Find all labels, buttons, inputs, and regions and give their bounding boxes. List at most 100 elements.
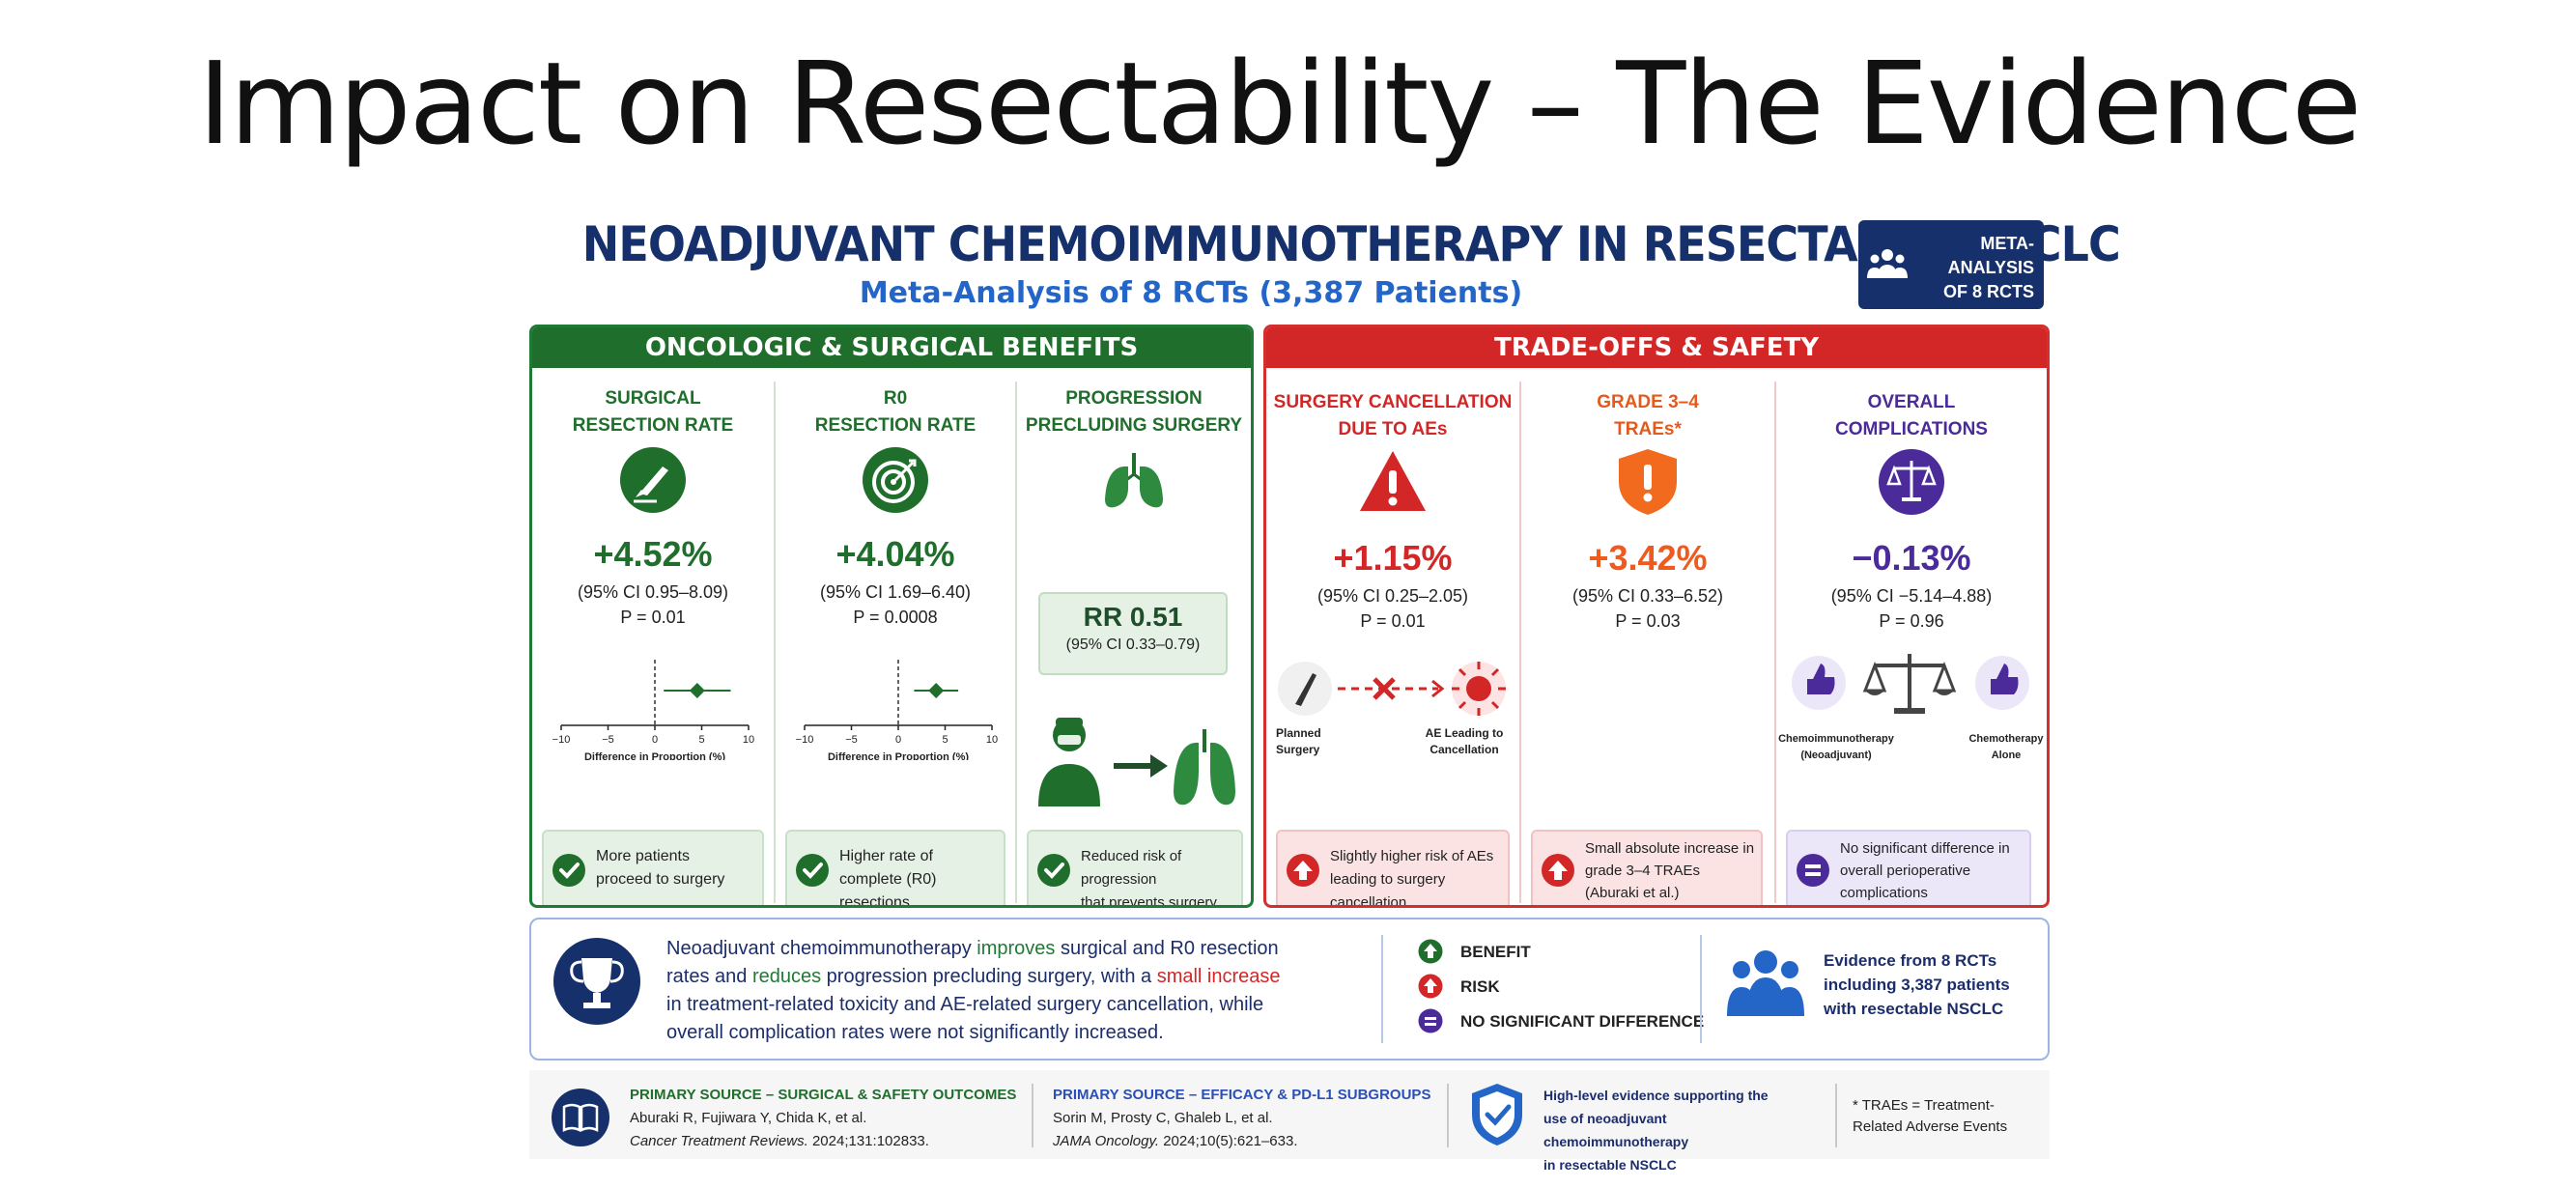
people-group-icon — [1727, 950, 1804, 1016]
evidence-text: Evidence from 8 RCTs including 3,387 pat… — [1824, 951, 2010, 1018]
conclusion-text: Neoadjuvant chemoimmunotherapy improves … — [666, 938, 1281, 1043]
column-title: PROGRESSION PRECLUDING SURGERY — [1025, 388, 1243, 436]
check-circle-icon — [1037, 854, 1070, 887]
divider — [1032, 1084, 1033, 1147]
column-title: SURGERY CANCELLATION DUE TO AEs — [1273, 392, 1513, 439]
p-value: P = 0.01 — [620, 608, 686, 627]
primary-source-2: PRIMARY SOURCE – EFFICACY & PD-L1 SUBGRO… — [1053, 1087, 1431, 1149]
forest-point-estimate — [689, 683, 705, 698]
p-value: P = 0.03 — [1615, 611, 1681, 631]
forest-tick-label: −5 — [845, 734, 858, 746]
surgery-cancellation-column: SURGERY CANCELLATION DUE TO AEs +1.15% (… — [1266, 368, 1519, 905]
warning-icon — [1360, 451, 1426, 511]
effect-value: +4.04% — [835, 534, 955, 574]
equals-icon — [1797, 854, 1829, 887]
badge-line-2: OF 8 RCTS — [1942, 282, 2034, 301]
lungs-icon — [1105, 453, 1163, 508]
risk-ratio-box: RR 0.51 (95% CI 0.33–0.79) — [1038, 592, 1228, 675]
summary-text: Slightly higher risk of AEs leading to s… — [1330, 848, 1494, 908]
p-value: P = 0.96 — [1879, 611, 1944, 631]
forest-tick-label: 10 — [743, 734, 754, 746]
confidence-interval: (95% CI 1.69–6.40) — [819, 582, 972, 602]
confidence-interval: (95% CI 0.95–8.09) — [577, 582, 729, 602]
effect-value: −0.13% — [1852, 538, 1971, 578]
legend-item-risk: RISK — [1418, 970, 1669, 1004]
check-circle-icon — [552, 854, 585, 887]
check-circle-icon — [796, 854, 829, 887]
divider — [1835, 1084, 1837, 1147]
column-title: OVERALL COMPLICATIONS — [1835, 392, 1988, 439]
summary-text: Small absolute increase in grade 3–4 TRA… — [1585, 840, 1755, 901]
risk-ratio-value: RR 0.51 — [1083, 602, 1183, 632]
p-value: P = 0.01 — [1360, 611, 1426, 631]
target-icon — [863, 447, 928, 513]
primary-source-1: PRIMARY SOURCE – SURGICAL & SAFETY OUTCO… — [630, 1087, 1017, 1149]
arrow-up-red-icon — [1418, 974, 1443, 999]
summary-box: Slightly higher risk of AEs leading to s… — [1276, 830, 1510, 908]
balance-scale-icon — [1879, 449, 1944, 515]
forest-tick-label: −10 — [796, 734, 814, 746]
badge-line-3: 3,387 PATIENTS — [1902, 306, 2034, 325]
r0-resection-column: R0 RESECTION RATE +4.04% (95% CI 1.69–6.… — [776, 368, 1015, 905]
summary-text: Reduced risk of progression that prevent… — [1081, 848, 1217, 908]
sources-footer: PRIMARY SOURCE – SURGICAL & SAFETY OUTCO… — [529, 1070, 2050, 1173]
surgery-cancellation-illustration — [1278, 662, 1506, 716]
shield-alert-icon — [1619, 449, 1677, 515]
conclusion-box: Neoadjuvant chemoimmunotherapy improves … — [529, 918, 2050, 1061]
forest-axis-label: Difference in Proportion (%) — [828, 751, 969, 760]
forest-tick-label: −10 — [552, 734, 571, 746]
summary-text: Higher rate of complete (R0) resections — [839, 848, 937, 908]
legend-item-benefit: BENEFIT — [1418, 935, 1669, 970]
divider — [1447, 1084, 1449, 1147]
trae-footnote: * TRAEs = Treatment- Related Adverse Eve… — [1853, 1097, 2008, 1135]
forest-tick-label: 10 — [986, 734, 998, 746]
people-group-icon — [1867, 249, 1908, 278]
forest-point-estimate — [928, 683, 945, 698]
column-divider — [1015, 382, 1017, 903]
infographic-title: NEOADJUVANT CHEMOIMMUNOTHERAPY IN RESECT… — [581, 216, 2121, 272]
benefits-heading: ONCOLOGIC & SURGICAL BENEFITS — [532, 327, 1251, 368]
scalpel-icon — [620, 447, 686, 513]
confidence-interval: (95% CI 0.25–2.05) — [1316, 586, 1469, 606]
meta-analysis-badge: META-ANALYSIS OF 8 RCTS 3,387 PATIENTS — [1858, 220, 2044, 325]
divider — [1700, 935, 1702, 1043]
summary-box: More patients proceed to surgery — [542, 830, 764, 905]
benefits-panel: ONCOLOGIC & SURGICAL BENEFITS SURGICAL R… — [529, 325, 1254, 908]
forest-tick-label: −5 — [602, 734, 614, 746]
forest-tick-label: 5 — [942, 734, 948, 746]
chemoimmunotherapy-label: Chemoimmunotherapy (Neoadjuvant) — [1778, 733, 1894, 761]
trophy-icon — [553, 938, 640, 1025]
forest-axis-label: Difference in Proportion (%) — [584, 751, 725, 760]
surgeon-to-lungs-icon — [1038, 718, 1235, 806]
legend-item-no-difference: NO SIGNIFICANT DIFFERENCE — [1418, 1004, 1704, 1039]
summary-box: Reduced risk of progression that prevent… — [1027, 830, 1243, 908]
effect-value: +3.42% — [1588, 538, 1708, 578]
comparison-scale-illustration — [1792, 654, 2029, 714]
book-icon — [552, 1089, 609, 1146]
grade-3-4-traes-column: GRADE 3–4 TRAEs* +3.42% (95% CI 0.33–6.5… — [1521, 368, 1774, 905]
summary-text: More patients proceed to surgery — [596, 848, 725, 888]
infographic-header: NEOADJUVANT CHEMOIMMUNOTHERAPY IN RESECT… — [529, 203, 2121, 325]
forest-plot: −10 −5 0 5 10 Difference in Proportion (%) — [796, 660, 998, 760]
arrow-up-green-icon — [1418, 939, 1443, 964]
summary-box: Small absolute increase in grade 3–4 TRA… — [1531, 830, 1763, 905]
column-title: GRADE 3–4 TRAEs* — [1597, 392, 1699, 439]
forest-tick-label: 0 — [895, 734, 901, 746]
surgical-resection-column: SURGICAL RESECTION RATE +4.52% (95% CI 0… — [532, 368, 774, 905]
infographic: NEOADJUVANT CHEMOIMMUNOTHERAPY IN RESECT… — [529, 203, 2121, 1173]
forest-tick-label: 5 — [698, 734, 704, 746]
high-level-evidence-text: High-level evidence supporting the use o… — [1543, 1088, 1769, 1173]
column-divider — [1519, 382, 1521, 903]
legend: BENEFIT RISK NO SIGNIFICANT DIFFERENCE — [1418, 935, 1704, 1039]
badge-line-1: META-ANALYSIS — [1947, 234, 2034, 277]
overall-complications-column: OVERALL COMPLICATIONS −0.13% (95% CI −5.… — [1776, 368, 2047, 905]
column-divider — [774, 382, 776, 903]
shield-check-icon — [1472, 1084, 1522, 1146]
slide-title: Impact on Resectability – The Evidence — [198, 37, 2362, 170]
summary-text: No significant difference in overall per… — [1840, 840, 2010, 901]
chemotherapy-alone-label: Chemotherapy Alone — [1968, 733, 2044, 761]
forest-plot: −10 −5 0 5 10 Difference in Proportion (%) — [552, 660, 754, 760]
divider — [1381, 935, 1383, 1043]
p-value: P = 0.0008 — [853, 608, 938, 627]
progression-column: PROGRESSION PRECLUDING SURGERY RR 0.51 (… — [1017, 368, 1251, 905]
